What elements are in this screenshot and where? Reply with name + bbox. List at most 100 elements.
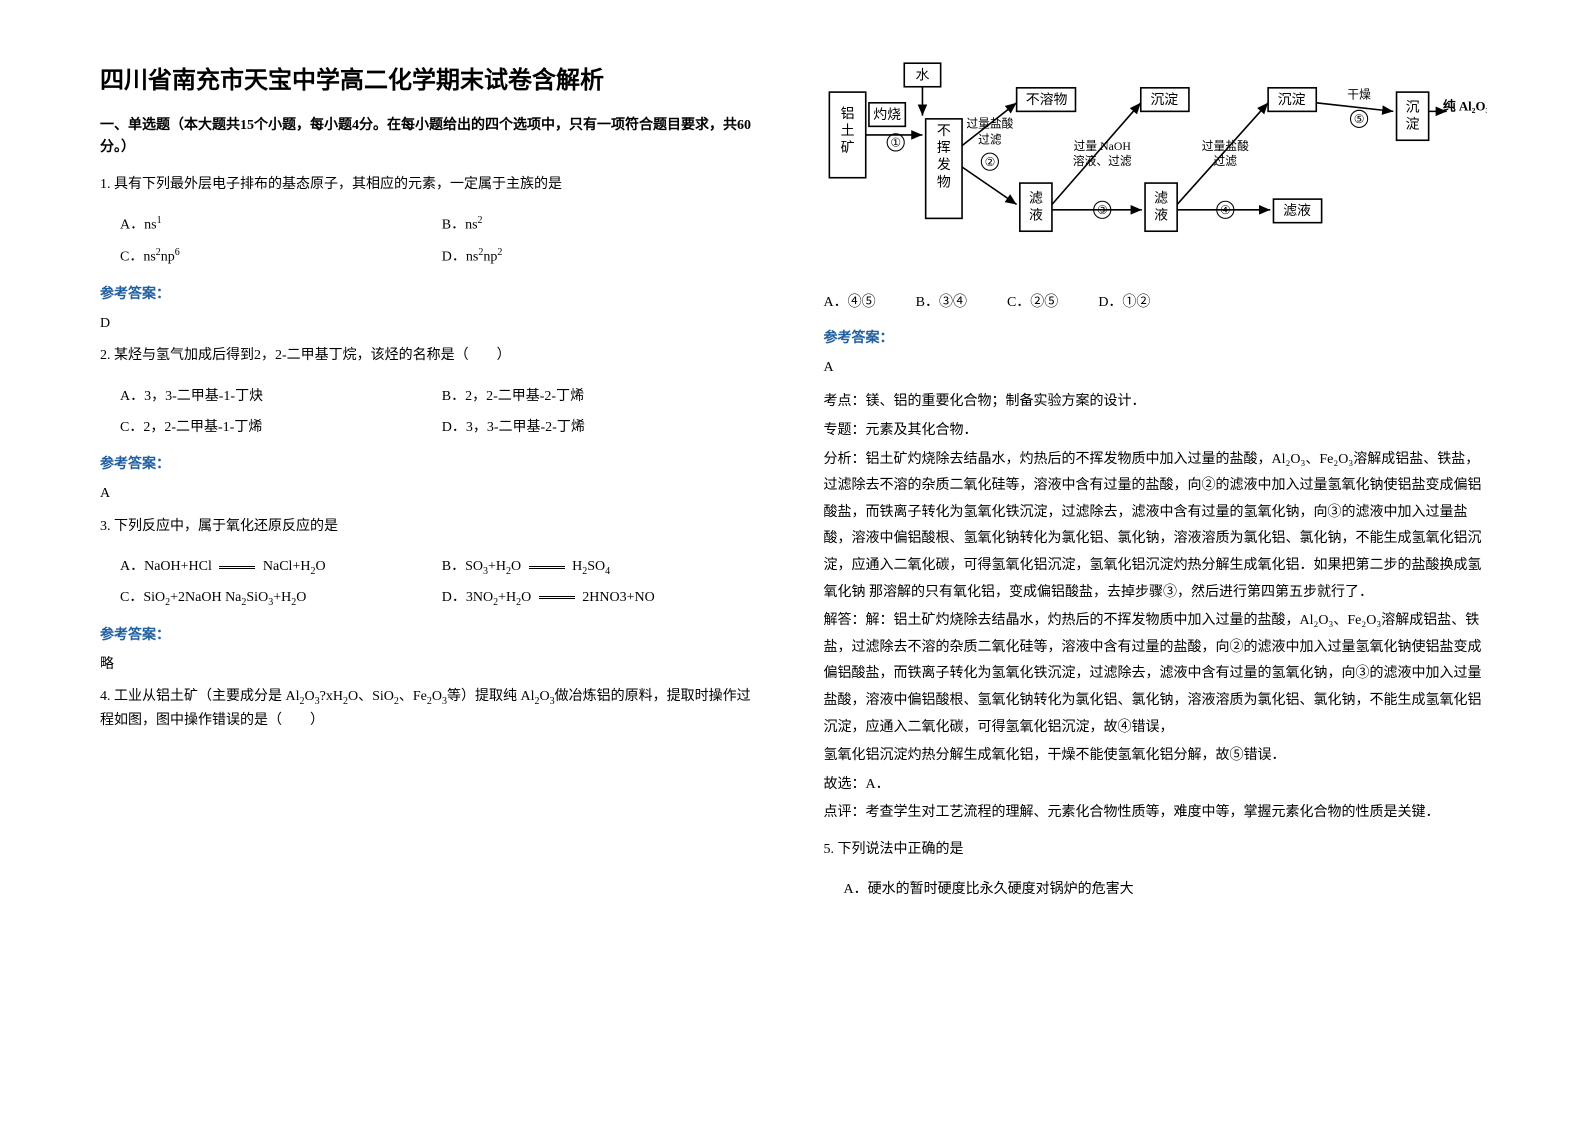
- step5: ⑤: [1353, 113, 1364, 126]
- q2-optD: D．3，3-二甲基-2-丁烯: [442, 413, 764, 444]
- box-insoluble: 不溶物: [1025, 92, 1067, 108]
- step2: ②: [984, 156, 995, 169]
- lbl-hcl2-2: 过滤: [1213, 155, 1237, 168]
- q1-optA: A．ns1: [120, 210, 442, 241]
- lbl-naoh-2: 溶液、过滤: [1072, 154, 1131, 168]
- q3c-m3: +H: [273, 590, 291, 605]
- right-column: 水 铝 土 矿 灼烧 不 挥 发 物 不溶物 沉淀 沉淀 滤 液 滤 液 滤液 …: [824, 60, 1488, 1082]
- q3d-m2: O: [521, 590, 535, 605]
- q3-optD: D．3NO2+H2O 2HNO3+NO: [442, 583, 764, 614]
- q2-answer: A: [100, 483, 764, 505]
- box-filtrate2-2: 液: [1154, 207, 1168, 223]
- eq-arrow-icon: [539, 596, 575, 599]
- q4-optC: C．②⑤: [1007, 291, 1058, 311]
- q3-optA: A．NaOH+HCl NaCl+H2O: [120, 552, 442, 583]
- box-filtrate1-2: 液: [1028, 207, 1042, 223]
- lbl-filter1: 过滤: [978, 133, 1002, 146]
- q4-analysis: 考点：镁、铝的重要化合物；制备实验方案的设计． 专题：元素及其化合物． 分析：铝…: [824, 389, 1488, 829]
- q4-optA: A．④⑤: [824, 291, 876, 311]
- box-filtrate3: 滤液: [1283, 203, 1311, 219]
- q4-optD: D．①②: [1098, 291, 1150, 311]
- section-header: 一、单选题（本大题共15个小题，每小题4分。在每小题给出的四个选项中，只有一项符…: [100, 115, 764, 160]
- q1-optD-t2: np: [483, 249, 497, 264]
- q3b-l: B．SO: [442, 559, 483, 574]
- eq-arrow-icon: [529, 566, 565, 569]
- eq-arrow-icon: [219, 566, 255, 569]
- jieda2: 氢氧化铝沉淀灼热分解生成氧化铝，干燥不能使氢氧化铝分解，故⑤错误．: [824, 743, 1488, 770]
- q2-optC: C．2，2-二甲基-1-丁烯: [120, 413, 442, 444]
- q3b-e: H: [569, 559, 583, 574]
- fenxi: 分析：铝土矿灼烧除去结晶水，灼热后的不挥发物质中加入过量的盐酸，Al₂O₃、Fe…: [824, 447, 1488, 607]
- q1-optB-text: B．ns: [442, 218, 478, 233]
- guxuan: 故选：A．: [824, 772, 1488, 799]
- q4-optB: B．③④: [916, 291, 967, 311]
- step1: ①: [890, 137, 901, 150]
- q3-optC: C．SiO2+2NaOH Na2SiO3+H2O: [120, 583, 442, 614]
- q1-stem: 1. 具有下列最外层电子排布的基态原子，其相应的元素，一定属于主族的是: [100, 174, 764, 196]
- q4-options: A．④⑤ B．③④ C．②⑤ D．①②: [824, 291, 1488, 311]
- q5-options: A．硬水的暂时硬度比永久硬度对锅炉的危害大: [824, 875, 1488, 906]
- box-water: 水: [915, 67, 929, 83]
- q3b-m: +H: [488, 559, 506, 574]
- q2-stem: 2. 某烃与氢气加成后得到2，2-二甲基丁烷，该烃的名称是（ ）: [100, 345, 764, 367]
- q3-answer: 略: [100, 654, 764, 676]
- q3c-l: C．SiO: [120, 590, 165, 605]
- q1-optD: D．ns2np2: [442, 242, 764, 273]
- q3b-s4: 4: [605, 566, 610, 577]
- q3a-r: NaCl+H: [259, 559, 310, 574]
- q3d-m1: +H: [498, 590, 516, 605]
- box-nonvol-2: 挥: [936, 140, 950, 156]
- flowchart-svg: 水 铝 土 矿 灼烧 不 挥 发 物 不溶物 沉淀 沉淀 滤 液 滤 液 滤液 …: [824, 60, 1488, 274]
- box-filtrate2-1: 滤: [1154, 190, 1168, 206]
- q1-options: A．ns1 B．ns2 C．ns2np6 D．ns2np2: [100, 210, 764, 273]
- q4-m2: ?xH: [320, 689, 343, 704]
- lbl-product: 纯 Al₂O₃: [1442, 98, 1487, 113]
- q1-optA-sup: 1: [157, 215, 162, 226]
- q1-optB: B．ns2: [442, 210, 764, 241]
- dianping: 点评：考查学生对工艺流程的理解、元素化合物性质等，难度中等，掌握元素化合物的性质…: [824, 800, 1488, 827]
- q3b-last: SO: [587, 559, 605, 574]
- lbl-dry: 干燥: [1347, 89, 1371, 102]
- q4-m3: O、SiO: [348, 689, 394, 704]
- left-column: 四川省南充市天宝中学高二化学期末试卷含解析 一、单选题（本大题共15个小题，每小…: [100, 60, 764, 1082]
- box-product-1: 沉: [1405, 99, 1419, 115]
- q5-stem: 5. 下列说法中正确的是: [824, 839, 1488, 861]
- q4-answer-label: 参考答案：: [824, 327, 1488, 347]
- box-precipitate: 沉淀: [1150, 92, 1178, 108]
- q1-optC-s2: 6: [175, 247, 180, 258]
- q4-m6: 等）提取纯 Al: [447, 689, 535, 704]
- q3c-e: O: [296, 590, 306, 605]
- q3a-l: A．NaOH+HCl: [120, 559, 215, 574]
- q4-m5: O: [432, 689, 442, 704]
- box-precip2: 沉淀: [1277, 92, 1305, 108]
- q1-optA-text: A．ns: [120, 218, 157, 233]
- box-burn: 灼烧: [873, 107, 901, 123]
- box-nonvol-1: 不: [936, 124, 950, 139]
- q2-options: A．3，3-二甲基-1-丁炔 B．2，2-二甲基-2-丁烯 C．2，2-二甲基-…: [100, 382, 764, 444]
- box-ore-l1: 铝: [840, 106, 854, 122]
- jieda: 解答：解：铝土矿灼烧除去结晶水，灼热后的不挥发物质中加入过量的盐酸，Al₂O₃、…: [824, 608, 1488, 741]
- box-ore-l2: 土: [840, 123, 854, 139]
- q1-optC: C．ns2np6: [120, 242, 442, 273]
- q2-optB: B．2，2-二甲基-2-丁烯: [442, 382, 764, 413]
- q3c-m2: SiO: [246, 590, 268, 605]
- q3-options: A．NaOH+HCl NaCl+H2O B．SO3+H2O H2SO4 C．Si…: [100, 552, 764, 614]
- q3c-m1: +2NaOH Na: [170, 590, 241, 605]
- q4-m7: O: [539, 689, 549, 704]
- q2-answer-label: 参考答案：: [100, 453, 764, 473]
- box-ore-l3: 矿: [840, 140, 854, 156]
- box-nonvol-4: 物: [936, 174, 950, 190]
- box-filtrate1-1: 滤: [1028, 190, 1042, 206]
- q3a-end: O: [315, 559, 325, 574]
- q4-m4: 、Fe: [399, 689, 427, 704]
- q5-optA: A．硬水的暂时硬度比永久硬度对锅炉的危害大: [844, 875, 1488, 906]
- q1-optD-s2: 2: [497, 247, 502, 258]
- q3d-e: 2HNO3+NO: [579, 590, 655, 605]
- q4-stem: 4. 工业从铝土矿（主要成分是 Al2O3?xH2O、SiO2、Fe2O3等）提…: [100, 686, 764, 732]
- q1-answer: D: [100, 313, 764, 335]
- q1-optD-t1: D．ns: [442, 249, 479, 264]
- page-title: 四川省南充市天宝中学高二化学期末试卷含解析: [100, 60, 764, 95]
- q3-answer-label: 参考答案：: [100, 624, 764, 644]
- q4-m1: O: [305, 689, 315, 704]
- box-product-2: 淀: [1405, 116, 1419, 132]
